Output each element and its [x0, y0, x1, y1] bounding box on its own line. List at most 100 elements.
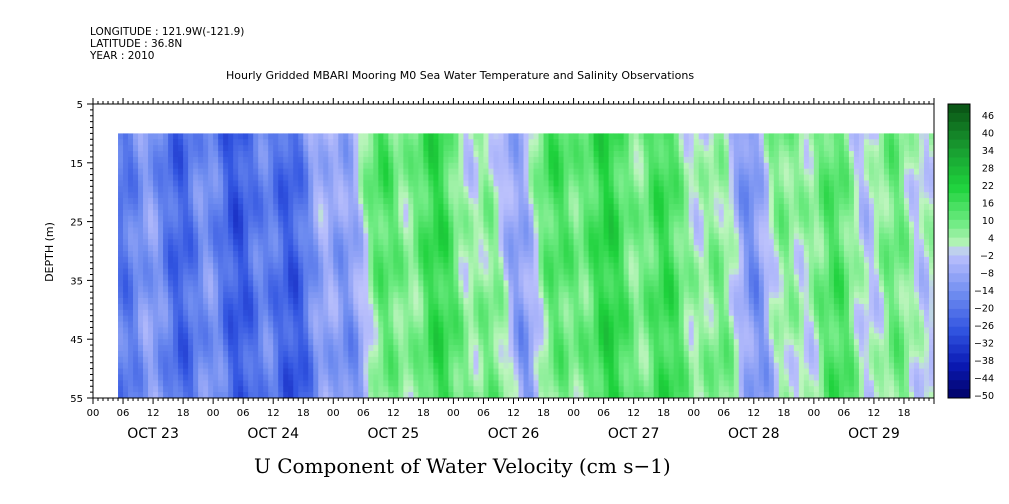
heatmap-cell [133, 156, 139, 164]
heatmap-cell [553, 239, 559, 246]
heatmap-cell [653, 227, 660, 234]
heatmap-cell [363, 350, 369, 358]
heatmap-cell [273, 274, 279, 281]
heatmap-cell [138, 392, 144, 399]
heatmap-cell [518, 156, 524, 164]
heatmap-cell [553, 156, 559, 164]
heatmap-cell [413, 386, 419, 393]
heatmap-cell [378, 298, 384, 305]
heatmap-cell [413, 362, 419, 369]
heatmap-cell [358, 303, 364, 311]
heatmap-cell [323, 327, 329, 334]
heatmap-cell [243, 209, 249, 217]
heatmap-cell [168, 356, 174, 364]
heatmap-cell [608, 356, 615, 364]
heatmap-cell [143, 221, 149, 228]
heatmap-cell [428, 315, 434, 322]
heatmap-cell [223, 221, 229, 228]
heatmap-cell [453, 203, 459, 211]
heatmap-cell [543, 215, 549, 222]
heatmap-cell [123, 186, 129, 193]
heatmap-cell [563, 162, 569, 170]
heatmap-cell [353, 145, 359, 152]
heatmap-cell [248, 256, 254, 264]
heatmap-cell [503, 221, 509, 228]
heatmap-cell [153, 339, 159, 346]
heatmap-cell [508, 362, 514, 369]
heatmap-cell [148, 268, 154, 275]
heatmap-cell [193, 368, 199, 375]
heatmap-cell [393, 333, 399, 340]
heatmap-cell [178, 139, 184, 146]
heatmap-cell [653, 233, 660, 240]
heatmap-cell [548, 292, 554, 299]
heatmap-cell [268, 392, 274, 399]
heatmap-cell [253, 309, 259, 317]
heatmap-cell [568, 392, 574, 399]
heatmap-cell [213, 262, 219, 270]
heatmap-cell [548, 368, 554, 375]
heatmap-cell [613, 145, 620, 152]
heatmap-cell [308, 151, 314, 158]
heatmap-cell [128, 262, 134, 270]
heatmap-cell [168, 221, 174, 228]
heatmap-cell [263, 350, 269, 358]
heatmap-cell [133, 209, 139, 217]
heatmap-cell [183, 315, 189, 322]
heatmap-cell [318, 339, 324, 346]
heatmap-cell [333, 374, 339, 381]
heatmap-cell [488, 345, 494, 352]
heatmap-cell [148, 233, 154, 240]
heatmap-cell [518, 345, 524, 352]
heatmap-cell [368, 186, 374, 193]
heatmap-cell [328, 168, 334, 175]
heatmap-cell [608, 162, 615, 170]
heatmap-cell [153, 280, 159, 287]
heatmap-cell [378, 327, 384, 334]
heatmap-cell [448, 356, 454, 364]
heatmap-cell [628, 339, 635, 346]
heatmap-cell [658, 233, 665, 240]
heatmap-cell [463, 368, 469, 375]
heatmap-cell [198, 262, 204, 270]
heatmap-cell [333, 339, 339, 346]
heatmap-cell [278, 180, 284, 187]
heatmap-cell [173, 303, 179, 311]
heatmap-cell [613, 162, 620, 170]
heatmap-cell [633, 256, 640, 264]
heatmap-cell [413, 221, 419, 228]
heatmap-cell [558, 303, 564, 311]
heatmap-cell [573, 362, 579, 369]
heatmap-cell [628, 303, 635, 311]
heatmap-cell [513, 221, 519, 228]
heatmap-cell [248, 139, 254, 146]
heatmap-cell [343, 239, 349, 246]
heatmap-cell [283, 274, 289, 281]
heatmap-cell [473, 280, 479, 287]
heatmap-cell [413, 139, 419, 146]
heatmap-cell [218, 174, 224, 181]
heatmap-cell [518, 303, 524, 311]
heatmap-cell [118, 227, 124, 234]
heatmap-cell [188, 162, 194, 170]
heatmap-cell [478, 333, 484, 340]
heatmap-cell [163, 180, 169, 187]
heatmap-cell [513, 321, 519, 328]
heatmap-cell [468, 221, 474, 228]
heatmap-cell [663, 321, 670, 328]
heatmap-cell [518, 227, 524, 234]
heatmap-cell [368, 227, 374, 234]
heatmap-cell [468, 139, 474, 146]
heatmap-cell [413, 368, 419, 375]
heatmap-cell [663, 251, 670, 258]
heatmap-cell [293, 239, 299, 246]
heatmap-cell [583, 350, 589, 358]
heatmap-cell [413, 186, 419, 193]
heatmap-cell [483, 221, 489, 228]
heatmap-cell [268, 162, 274, 170]
heatmap-cell [443, 162, 449, 170]
heatmap-cell [308, 221, 314, 228]
heatmap-cell [348, 239, 354, 246]
heatmap-cell [453, 345, 459, 352]
heatmap-cell [378, 392, 384, 399]
